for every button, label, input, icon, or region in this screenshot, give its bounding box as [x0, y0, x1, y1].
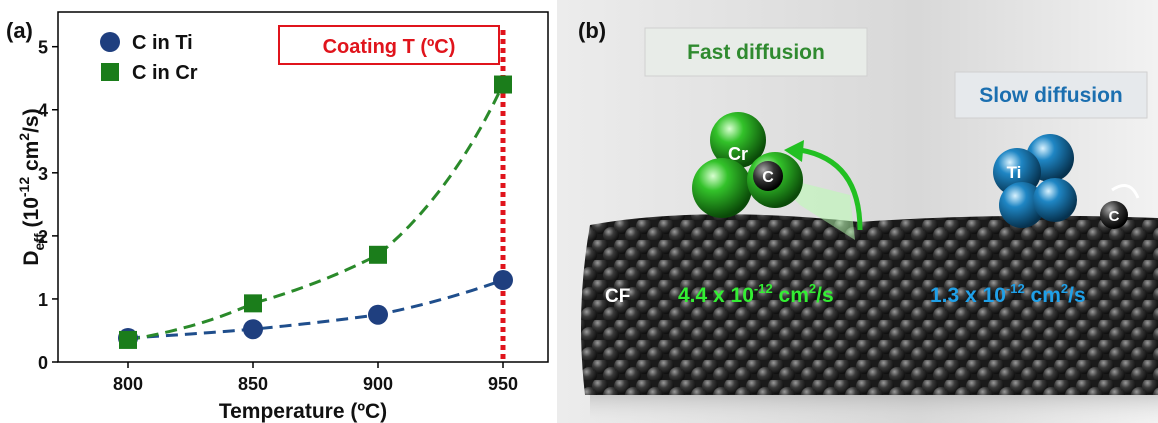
marker [119, 330, 137, 349]
carbon-fiber [581, 214, 1158, 395]
rate-ti: 1.3 x 10-12 cm2/s [930, 281, 1086, 307]
panel-a: (a) 800 850 900 950 0 1 2 3 4 5 Temperature (ºC) De… [6, 11, 549, 423]
fast-label: Fast diffusion [687, 41, 825, 64]
x-tick-label: 900 [363, 374, 393, 394]
legend-label: C in Cr [132, 62, 198, 84]
rate-part: 1.3 x 10 [930, 284, 1006, 307]
atom-label: C [762, 169, 774, 186]
y-label-part: 2 [16, 133, 32, 141]
atom-label: Cr [728, 144, 748, 164]
y-label-part: D [20, 250, 43, 265]
atom [1100, 201, 1128, 229]
rate-part: -12 [754, 281, 773, 296]
rate-part: 4.4 x 10 [678, 284, 754, 307]
fiber-label: CF [605, 286, 630, 307]
y-tick-label: 2 [38, 227, 48, 247]
x-axis-label: Temperature (ºC) [219, 400, 387, 423]
legend-label: C in Ti [132, 32, 193, 54]
arrow [1111, 184, 1140, 199]
x-tick-label: 950 [488, 374, 518, 394]
atom-label: Ti [1007, 163, 1022, 182]
y-tick-label: 0 [38, 353, 48, 373]
atom-label: C [1109, 208, 1120, 225]
ti-cluster: Ti C [993, 134, 1140, 229]
marker [369, 245, 387, 264]
x-tick-label: 800 [113, 374, 143, 394]
rate-part: cm [1025, 284, 1061, 307]
atom [999, 182, 1045, 228]
panel-label: (a) [6, 18, 33, 43]
y-tick-label: 5 [38, 38, 48, 58]
panel-label: (b) [578, 18, 606, 43]
trend-line [127, 83, 505, 342]
rate-part: 2 [809, 281, 816, 296]
marker [494, 75, 512, 94]
label-box [954, 71, 1148, 119]
legend-marker [100, 32, 120, 52]
arrow [799, 147, 863, 231]
trend-line [127, 278, 504, 340]
arrow-head [784, 140, 804, 162]
y-label-part: (10 [20, 197, 43, 233]
y-label-part: eff [31, 233, 47, 250]
atom [753, 161, 783, 191]
legend-marker [101, 63, 119, 81]
y-tick-label: 3 [38, 164, 48, 184]
cr-cluster: Cr C [692, 112, 863, 240]
annotation: Coating T (ºC) [323, 36, 456, 58]
atom [710, 112, 766, 168]
atom [692, 158, 752, 218]
y-label-part: -12 [16, 177, 32, 197]
marker [244, 294, 262, 313]
y-axis-label: Deff (10-12 cm2/s) [16, 108, 47, 265]
panel-b: (b) Fast diffusion Slow diffusion Cr C T… [557, 0, 1158, 423]
rate-part: /s [1068, 284, 1086, 307]
rate-cr: 4.4 x 10-12 cm2/s [678, 281, 834, 307]
x-tick-label: 850 [238, 374, 268, 394]
slow-label: Slow diffusion [979, 84, 1122, 107]
marker [493, 270, 513, 291]
label-box [644, 27, 868, 77]
annotation-box [278, 25, 500, 65]
y-label-part: cm [20, 141, 43, 177]
rate-part: 2 [1061, 281, 1068, 296]
rate-part: -12 [1006, 281, 1025, 296]
rate-part: /s [816, 284, 834, 307]
y-tick-label: 1 [38, 290, 48, 310]
marker [368, 304, 388, 325]
plot-frame [57, 11, 549, 363]
rate-part: cm [773, 284, 809, 307]
y-label-part: /s) [20, 108, 43, 133]
marker [243, 319, 263, 340]
y-tick-label: 4 [38, 101, 48, 121]
atom [1033, 178, 1077, 222]
